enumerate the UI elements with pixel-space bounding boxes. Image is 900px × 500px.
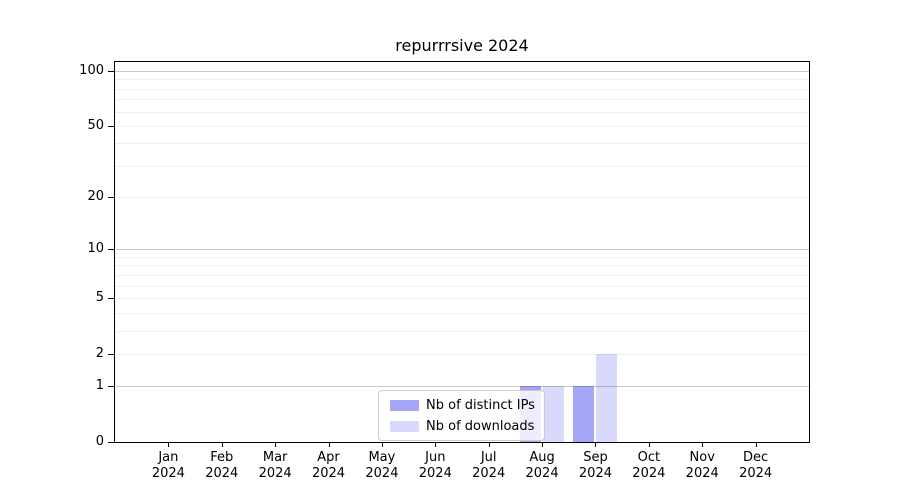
minor-gridline [115,285,809,287]
x-tick [648,442,650,447]
legend-swatch-distinct-ips [390,400,419,411]
x-tick [488,442,490,447]
legend-label-downloads: Nb of downloads [426,419,535,434]
x-tick-label-year: 2024 [151,466,185,481]
y-tick [108,249,114,251]
x-tick-label-month: Oct [637,450,661,465]
x-tick-label: Apr 2024 [299,450,359,482]
x-tick-label-month: Jan [158,450,179,465]
x-tick-label: Dec 2024 [726,450,786,482]
x-tick-label: Sep 2024 [565,450,625,482]
y-tick [108,71,114,73]
minor-gridline [115,165,809,167]
y-tick [108,353,114,355]
x-tick-label-year: 2024 [632,466,666,481]
x-tick-label: Oct 2024 [619,450,679,482]
x-tick-label-year: 2024 [365,466,399,481]
x-tick-label-month: Mar [262,450,288,465]
y-tick-label: 10 [87,241,104,257]
x-tick-label-month: Jul [480,450,497,465]
y-tick-label: 1 [95,378,104,394]
x-tick-label-year: 2024 [578,466,612,481]
bar [543,386,565,442]
minor-gridline [115,353,809,355]
x-tick-label-month: Nov [689,450,715,465]
x-tick [435,442,437,447]
x-tick [755,442,757,447]
x-tick-label: Jan 2024 [138,450,198,482]
x-tick-label-year: 2024 [311,466,346,481]
x-tick-label-month: Jun [425,450,446,465]
x-tick [221,442,223,447]
y-tick [108,197,114,199]
minor-gridline [115,312,809,314]
legend-label-distinct-ips: Nb of distinct IPs [426,398,535,413]
x-tick-label-year: 2024 [472,466,506,481]
x-tick-label: Jul 2024 [459,450,519,482]
minor-gridline [115,143,809,145]
x-tick [328,442,330,447]
bar [596,353,618,442]
x-tick-label-month: Sep [583,450,608,465]
x-tick [381,442,383,447]
x-tick [168,442,170,447]
x-tick-label-year: 2024 [525,466,559,481]
y-tick [108,125,114,127]
minor-gridline [115,88,809,90]
minor-gridline [115,274,809,276]
y-tick [108,442,114,443]
y-tick [108,297,114,299]
x-tick-label-year: 2024 [685,466,719,481]
x-tick [595,442,597,447]
x-tick-label-month: May [368,450,396,465]
minor-gridline [115,125,809,127]
x-tick [275,442,277,447]
x-tick-label: May 2024 [352,450,412,482]
major-gridline [115,71,809,73]
minor-gridline [115,197,809,199]
plot-area [114,61,810,443]
minor-gridline [115,79,809,81]
x-tick-label: Jun 2024 [405,450,465,482]
major-gridline [115,386,809,388]
x-tick-label: Feb 2024 [192,450,252,482]
y-tick-label: 100 [79,63,104,79]
legend: Nb of distinct IPs Nb of downloads [378,390,545,441]
x-tick-label-year: 2024 [739,466,773,481]
x-tick-label: Nov 2024 [672,450,732,482]
minor-gridline [115,99,809,101]
x-tick-label-year: 2024 [205,466,239,481]
minor-gridline [115,297,809,299]
y-tick-label: 20 [87,189,104,205]
y-tick-label: 0 [95,434,104,449]
minor-gridline [115,256,809,258]
x-tick-label-year: 2024 [418,466,452,481]
x-tick [702,442,704,447]
y-tick-label: 2 [95,345,104,361]
legend-swatch-downloads [390,421,419,432]
x-tick-label: Aug 2024 [512,450,572,482]
x-tick-label-year: 2024 [258,466,292,481]
chart-title: repurrrsive 2024 [395,36,529,55]
y-tick-label: 50 [87,117,104,133]
x-tick-label: Mar 2024 [245,450,305,482]
x-tick-label-month: Feb [210,450,234,465]
major-gridline [115,249,809,251]
minor-gridline [115,111,809,113]
minor-gridline [115,330,809,332]
y-tick-label: 5 [95,289,104,305]
minor-gridline [115,265,809,267]
legend-item-distinct-ips: Nb of distinct IPs [390,396,544,415]
x-tick-label-month: Aug [529,450,555,465]
x-tick-label-month: Apr [317,450,340,465]
legend-item-downloads: Nb of downloads [390,417,544,436]
x-tick [542,442,544,447]
x-tick-label-month: Dec [743,450,769,465]
y-tick [108,386,114,388]
bar [573,386,595,442]
